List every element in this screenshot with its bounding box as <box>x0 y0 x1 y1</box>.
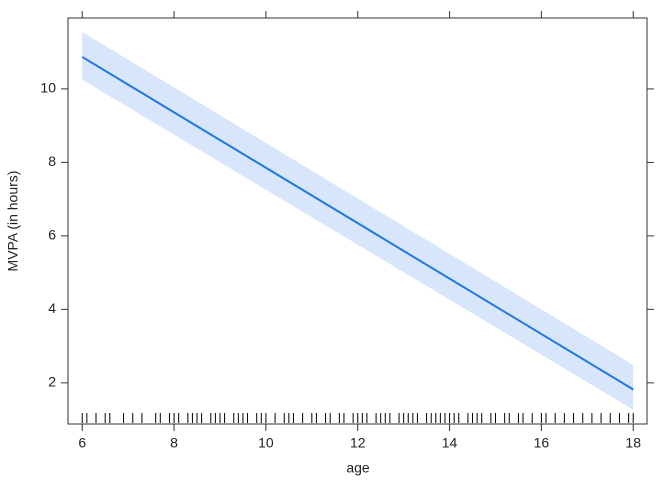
y-tick-label: 2 <box>48 374 56 390</box>
x-tick-label: 14 <box>442 435 458 451</box>
y-tick-label: 6 <box>48 227 56 243</box>
y-tick-label: 4 <box>48 300 56 316</box>
y-tick-label: 8 <box>48 153 56 169</box>
x-tick-label: 12 <box>350 435 366 451</box>
x-tick-label: 8 <box>170 435 178 451</box>
fit-line <box>81 56 634 391</box>
x-tick-label: 18 <box>625 435 641 451</box>
y-axis-label: MVPA (in hours) <box>5 171 21 272</box>
x-axis-label: age <box>346 460 370 476</box>
x-tick-label: 6 <box>78 435 86 451</box>
x-tick-label: 16 <box>534 435 550 451</box>
y-tick-label: 10 <box>40 80 56 96</box>
x-tick-label: 10 <box>258 435 274 451</box>
confidence-band <box>82 31 634 410</box>
